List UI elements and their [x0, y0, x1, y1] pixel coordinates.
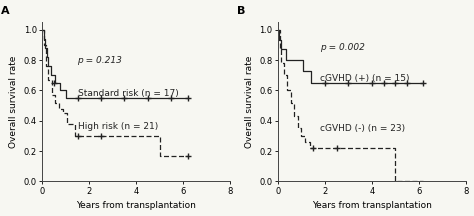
Text: High risk (n = 21): High risk (n = 21) — [78, 122, 158, 131]
Text: p = 0.002: p = 0.002 — [320, 43, 365, 52]
X-axis label: Years from transplantation: Years from transplantation — [76, 202, 196, 210]
Text: B: B — [237, 6, 245, 16]
Text: A: A — [1, 6, 9, 16]
Text: p = 0.213: p = 0.213 — [78, 56, 122, 65]
Y-axis label: Overall survival rate: Overall survival rate — [9, 56, 18, 148]
Text: cGVHD (-) (n = 23): cGVHD (-) (n = 23) — [320, 124, 405, 133]
Text: cGVHD (+) (n = 15): cGVHD (+) (n = 15) — [320, 74, 410, 83]
Text: Standard risk (n = 17): Standard risk (n = 17) — [78, 89, 178, 98]
X-axis label: Years from transplantation: Years from transplantation — [312, 202, 432, 210]
Y-axis label: Overall survival rate: Overall survival rate — [245, 56, 254, 148]
